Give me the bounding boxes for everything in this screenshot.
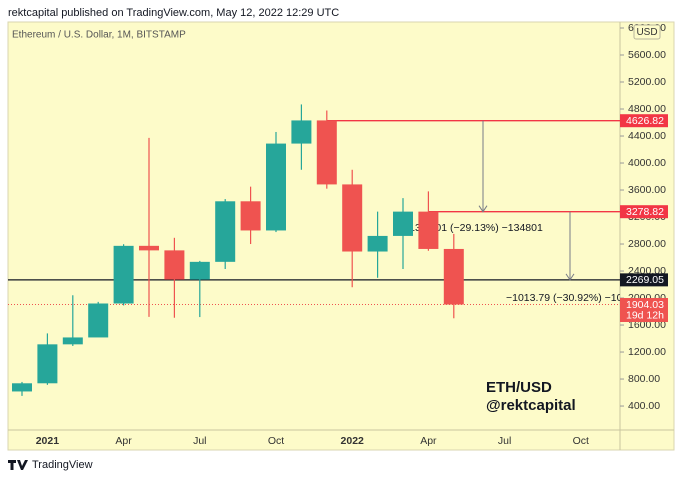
x-tick-label: Jul <box>498 435 511 447</box>
axes: 400.00800.001200.001600.002000.002400.00… <box>36 22 668 447</box>
candle-body <box>12 383 32 392</box>
currency: USD <box>636 27 657 38</box>
measure-arrow-head <box>565 273 575 281</box>
footer-logo <box>8 460 28 470</box>
symbol-title: Ethereum / U.S. Dollar, 1M, BITSTAMP <box>12 30 186 41</box>
last-price-box <box>620 298 668 323</box>
candle-body <box>113 245 134 304</box>
y-tick-label: 5600.00 <box>628 49 666 61</box>
candle-body <box>316 120 337 185</box>
level-label: 3278.82 <box>626 206 664 218</box>
watermark: ETH/USD <box>486 379 552 396</box>
x-tick-label: Apr <box>115 435 132 447</box>
candle-body <box>291 120 312 144</box>
measure-text: −1013.79 (−30.92%) −101 <box>506 292 628 304</box>
candle-body <box>62 337 83 345</box>
candle-body <box>418 211 439 249</box>
candle-body <box>88 303 109 338</box>
y-tick-label: 4400.00 <box>628 130 666 142</box>
candle-body <box>189 261 210 280</box>
footer-text: TradingView <box>32 459 93 471</box>
level-label-box <box>620 205 668 219</box>
level-label: 2269.05 <box>626 274 664 286</box>
y-tick-label: 800.00 <box>628 373 660 385</box>
measure-arrow-head <box>478 205 488 213</box>
x-tick-label: Oct <box>573 435 589 447</box>
currency-box <box>633 24 661 40</box>
chart-background <box>7 21 675 451</box>
x-tick-label: Apr <box>420 435 437 447</box>
watermark: @rektcapital <box>486 397 576 414</box>
x-tick-label: 2022 <box>341 435 365 447</box>
y-tick-label: 5200.00 <box>628 76 666 88</box>
x-tick-label: 2021 <box>36 435 60 447</box>
level-label-box <box>620 114 668 128</box>
countdown: 19d 12h <box>626 309 664 321</box>
candle-body <box>37 344 58 384</box>
candle-body <box>240 201 261 231</box>
level-label-box <box>620 273 668 287</box>
candle-body <box>393 211 413 236</box>
last-price-label: 1904.03 <box>626 299 664 311</box>
candle-body <box>215 201 236 262</box>
y-tick-label: 2800.00 <box>628 238 666 250</box>
y-tick-label: 4800.00 <box>628 103 666 115</box>
y-tick-label: 400.00 <box>628 400 660 412</box>
level-label: 4626.82 <box>626 115 664 127</box>
candle-body <box>266 143 286 231</box>
logo-icon <box>8 460 28 470</box>
candle-body <box>164 250 185 280</box>
candle-body <box>139 245 159 251</box>
candle-body <box>367 235 388 252</box>
y-tick-label: 3600.00 <box>628 184 666 196</box>
y-tick-label: 4000.00 <box>628 157 666 169</box>
candles <box>12 104 464 396</box>
header: rektcapital published on TradingView.com… <box>8 7 339 19</box>
candle-body <box>342 184 363 252</box>
x-tick-label: Jul <box>193 435 206 447</box>
candle-body <box>443 248 464 305</box>
x-tick-label: Oct <box>268 435 284 447</box>
y-tick-label: 1200.00 <box>628 346 666 358</box>
